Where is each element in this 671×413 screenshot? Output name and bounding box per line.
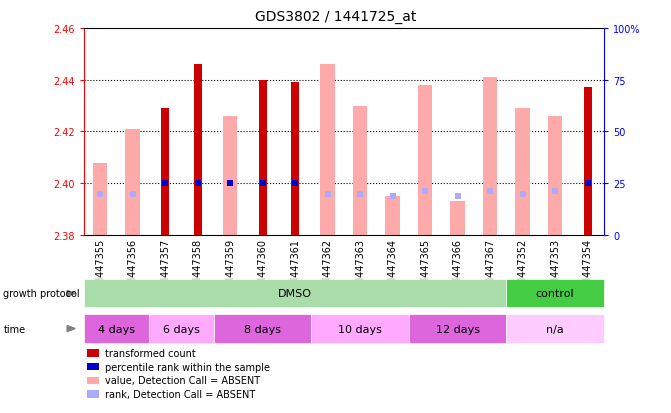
- Text: value, Detection Call = ABSENT: value, Detection Call = ABSENT: [105, 375, 260, 385]
- Bar: [418, 85, 432, 235]
- Bar: [584, 88, 592, 235]
- Text: percentile rank within the sample: percentile rank within the sample: [105, 362, 270, 372]
- Bar: [125, 130, 140, 235]
- Bar: [258, 81, 266, 235]
- Text: 8 days: 8 days: [244, 324, 281, 334]
- Text: 4 days: 4 days: [98, 324, 135, 334]
- Text: 12 days: 12 days: [435, 324, 480, 334]
- Text: DMSO: DMSO: [278, 289, 312, 299]
- Bar: [291, 83, 299, 235]
- Bar: [320, 65, 335, 235]
- Bar: [548, 116, 562, 235]
- Text: growth protocol: growth protocol: [3, 289, 80, 299]
- Bar: [193, 65, 202, 235]
- Bar: [385, 197, 400, 235]
- Text: transformed count: transformed count: [105, 348, 195, 358]
- Text: n/a: n/a: [546, 324, 564, 334]
- Bar: [450, 202, 465, 235]
- Bar: [161, 109, 169, 235]
- Text: GDS3802 / 1441725_at: GDS3802 / 1441725_at: [255, 10, 416, 24]
- Bar: [353, 106, 368, 235]
- Text: time: time: [3, 324, 25, 334]
- Bar: [515, 109, 530, 235]
- Bar: [223, 116, 238, 235]
- Text: 10 days: 10 days: [338, 324, 382, 334]
- Text: 6 days: 6 days: [163, 324, 200, 334]
- Text: control: control: [536, 289, 574, 299]
- Bar: [93, 163, 107, 235]
- Bar: [483, 78, 497, 235]
- Text: rank, Detection Call = ABSENT: rank, Detection Call = ABSENT: [105, 389, 255, 399]
